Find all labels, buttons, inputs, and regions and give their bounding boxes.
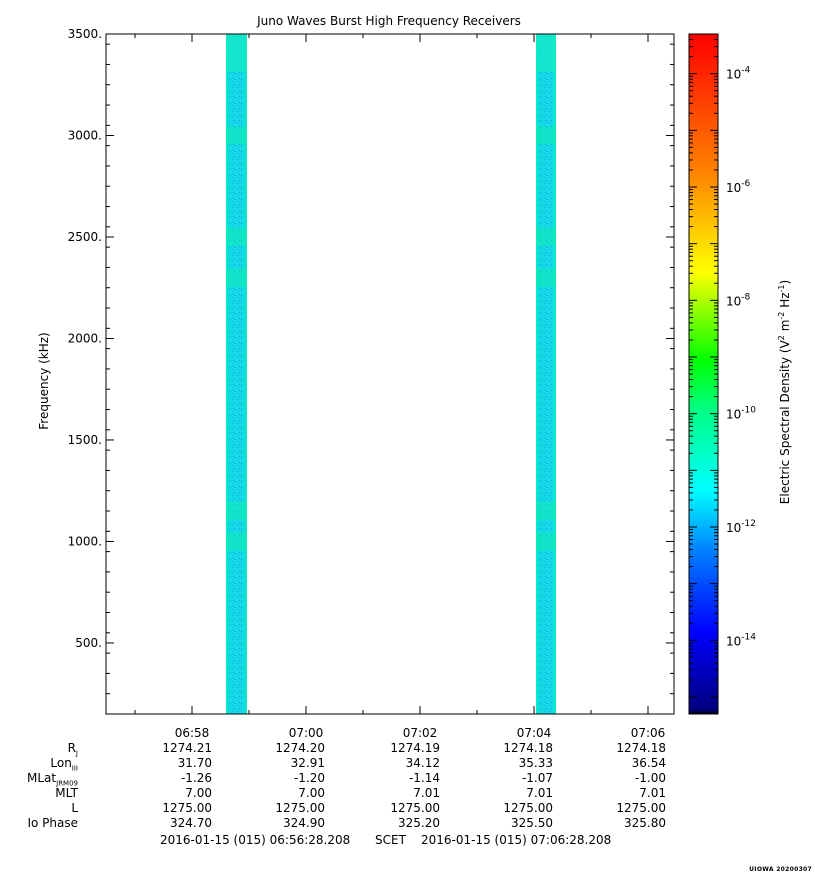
- x-tick-label: 06:58: [175, 726, 210, 740]
- colorbar-tick-label: 10-12: [726, 519, 756, 535]
- burst-top-band: [536, 34, 556, 72]
- burst-column: [536, 34, 556, 714]
- y-axis-label: Frequency (kHz): [37, 332, 51, 429]
- colorbar-ticks: 10-4 10-6 10-8 10-10 10-12 10-14: [689, 33, 756, 698]
- plot-frame: [105, 33, 675, 715]
- plot-background: [106, 34, 674, 714]
- emission-band: [226, 227, 247, 246]
- colorbar-tick-label: 10-14: [726, 632, 756, 648]
- plot-area: [105, 33, 675, 715]
- colorbar-tick-label: 10-6: [726, 179, 751, 195]
- emission-band: [536, 532, 556, 551]
- x-axis: 06:58 07:00 07:02 07:04 07:06: [134, 34, 666, 740]
- burst-edge: [226, 34, 229, 714]
- burst-top-band: [226, 34, 247, 72]
- y-tick-label: 3500.: [68, 27, 102, 41]
- colorbar-tick-label: 10-10: [726, 406, 756, 422]
- emission-band: [226, 532, 247, 551]
- burst-layer: [226, 34, 556, 714]
- emission-band: [536, 268, 556, 287]
- y-tick-label: 1500.: [68, 433, 102, 447]
- chart-title: Juno Waves Burst High Frequency Receiver…: [256, 14, 521, 28]
- colorbar: 10-4 10-6 10-8 10-10 10-12 10-14: [688, 33, 756, 715]
- burst-column: [226, 34, 247, 714]
- x-tick-label: 07:06: [631, 726, 666, 740]
- colorbar-label: Electric Spectral Density (V2 m-2 Hz-1): [777, 280, 792, 504]
- emission-band: [226, 502, 247, 521]
- y-tick-label: 2500.: [68, 230, 102, 244]
- colorbar-ramp: [688, 33, 719, 715]
- y-tick-label: 3000.: [68, 128, 102, 142]
- footer-stamp: UIOWA 20200307: [749, 866, 812, 873]
- y-tick-label: 500.: [75, 636, 102, 650]
- colorbar-tick-label: 10-4: [726, 66, 751, 82]
- emission-band: [536, 227, 556, 246]
- emission-band: [536, 126, 556, 145]
- burst-edge: [536, 34, 539, 714]
- x-tick-label: 07:00: [289, 726, 324, 740]
- burst-edge: [244, 34, 247, 714]
- emission-band: [226, 268, 247, 287]
- y-tick-label: 2000.: [68, 331, 102, 345]
- colorbar-tick-label: 10-8: [726, 292, 751, 308]
- emission-band: [536, 502, 556, 521]
- burst-edge: [553, 34, 556, 714]
- y-axis: 500. 1000. 1500. 2000. 2500. 3000. 3500.: [68, 27, 674, 695]
- y-tick-label: 1000.: [68, 534, 102, 548]
- emission-band: [226, 126, 247, 145]
- x-tick-label: 07:02: [403, 726, 438, 740]
- x-tick-label: 07:04: [517, 726, 552, 740]
